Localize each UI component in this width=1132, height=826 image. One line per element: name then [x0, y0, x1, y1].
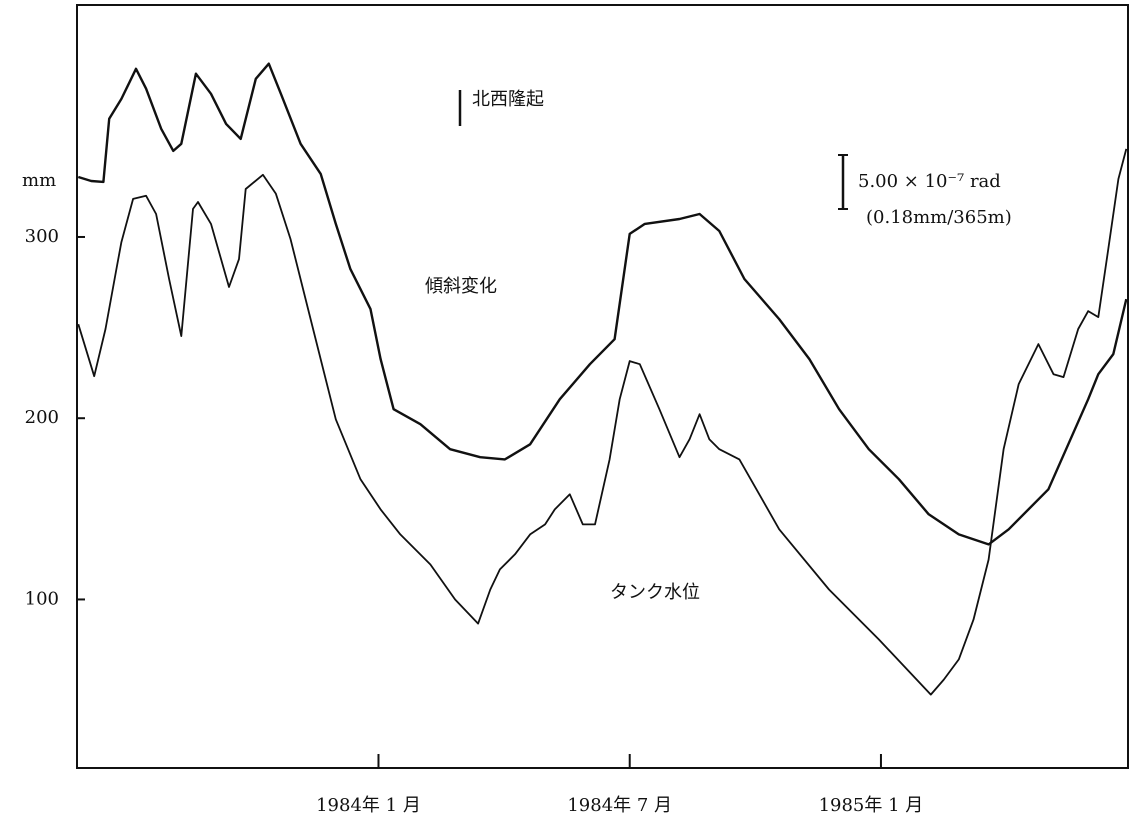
x-tick-label: 1984年 7 月	[567, 795, 672, 816]
x-tick-label: 1985年 1 月	[819, 795, 924, 816]
series-line	[77, 62, 1128, 546]
series-line	[77, 148, 1128, 696]
scale-label: 5.00 × 10⁻⁷ rad	[858, 171, 1001, 192]
y-axis-label: mm	[22, 170, 56, 191]
x-tick-label: 1984年 1 月	[316, 795, 421, 816]
uplift-label: 北西隆起	[472, 89, 544, 110]
series-label: タンク水位	[610, 582, 700, 603]
y-tick-label: 200	[25, 407, 59, 428]
scale-note: (0.18mm/365m)	[866, 207, 1012, 228]
y-tick-label: 100	[25, 588, 59, 609]
plot-frame	[76, 4, 1129, 769]
series-label: 傾斜変化	[425, 276, 497, 297]
y-tick-label: 300	[25, 226, 59, 247]
